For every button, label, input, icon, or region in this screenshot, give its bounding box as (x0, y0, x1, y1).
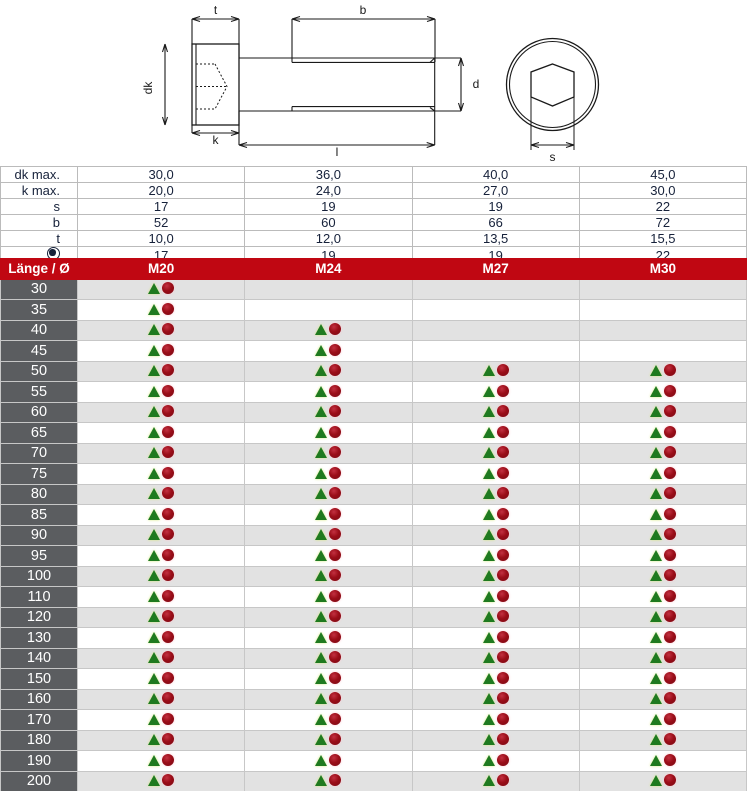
svg-text:s: s (550, 150, 556, 164)
svg-text:k: k (213, 133, 220, 147)
svg-text:d: d (473, 77, 480, 91)
svg-text:t: t (214, 3, 218, 17)
svg-text:b: b (360, 3, 367, 17)
svg-text:l: l (336, 145, 339, 159)
svg-text:dk: dk (141, 81, 155, 95)
